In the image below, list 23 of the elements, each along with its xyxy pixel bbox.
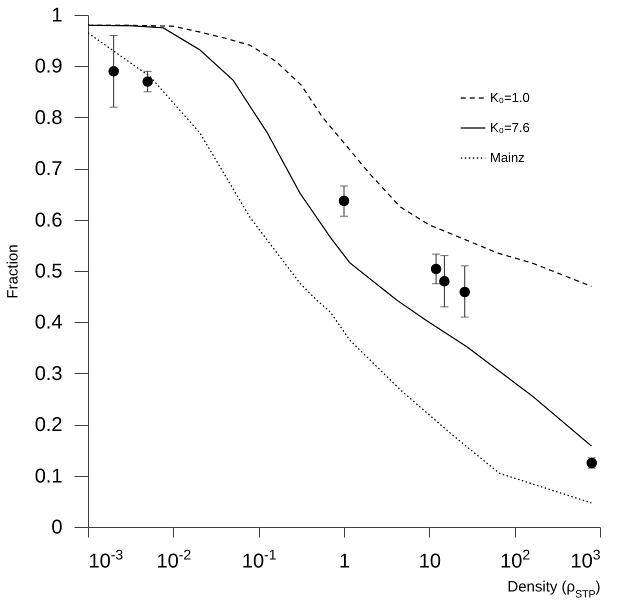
x-tick-label: 1	[338, 550, 350, 572]
y-tick-label: 0	[51, 516, 62, 538]
legend-label: K₀=1.0	[490, 90, 530, 105]
y-tick-label: 0.8	[34, 106, 62, 129]
legend-label: K₀=7.6	[490, 120, 530, 135]
y-tick-label: 0.3	[34, 362, 62, 385]
x-tick-label: 10$^{3}$	[570, 546, 601, 572]
legend-label: Mainz	[490, 150, 525, 165]
y-tick-label: 0.5	[34, 260, 62, 282]
y-tick-label: 0.1	[34, 465, 62, 488]
x-tick-label: 10$^{-1}$	[242, 546, 277, 572]
y-tick-label: 0.2	[34, 414, 62, 436]
x-tick-label: 10$^{-2}$	[156, 546, 192, 572]
y-axis-title: Fraction	[4, 244, 22, 299]
y-tick-label: 1	[51, 4, 62, 26]
y-tick-label: 0.9	[34, 56, 62, 78]
x-axis-title: Density (ρ$_{STP}$)	[507, 578, 600, 600]
y-tick-label: 0.7	[34, 158, 62, 180]
y-tick-label: 0.4	[34, 312, 62, 334]
x-tick-label: 10$^{-3}$	[88, 546, 124, 572]
y-tick-label: 0.6	[34, 209, 62, 232]
x-tick-label: 10$^{2}$	[500, 546, 530, 572]
x-tick-label: 10	[418, 550, 441, 572]
